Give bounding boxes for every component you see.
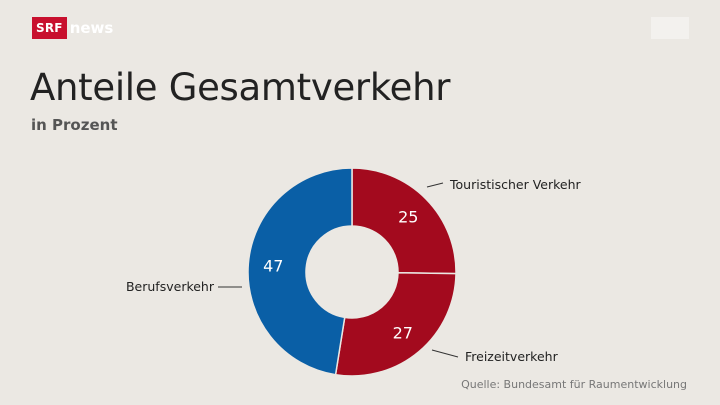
slice-category-label: Touristischer Verkehr [449, 177, 582, 192]
donut-slice [351, 167, 457, 275]
chart-title: Anteile Gesamtverkehr [30, 66, 451, 109]
slice-value-label: 27 [393, 324, 413, 343]
slice-value-label: 47 [263, 257, 283, 276]
logo-srf-badge: SRF [32, 17, 67, 39]
leader-line [426, 182, 444, 188]
donut-slice [247, 167, 353, 376]
slice-category-label: Berufsverkehr [126, 279, 215, 294]
source-note: Quelle: Bundesamt für Raumentwicklung [461, 378, 687, 391]
broadcast-bug-box [651, 17, 689, 39]
leader-line [431, 349, 459, 358]
srf-news-logo: SRF news [32, 17, 113, 39]
chart-subtitle: in Prozent [31, 116, 118, 134]
slice-value-label: 25 [398, 208, 418, 227]
donut-slice [334, 271, 457, 377]
slice-category-label: Freizeitverkehr [465, 349, 559, 364]
logo-news-text: news [69, 19, 114, 37]
